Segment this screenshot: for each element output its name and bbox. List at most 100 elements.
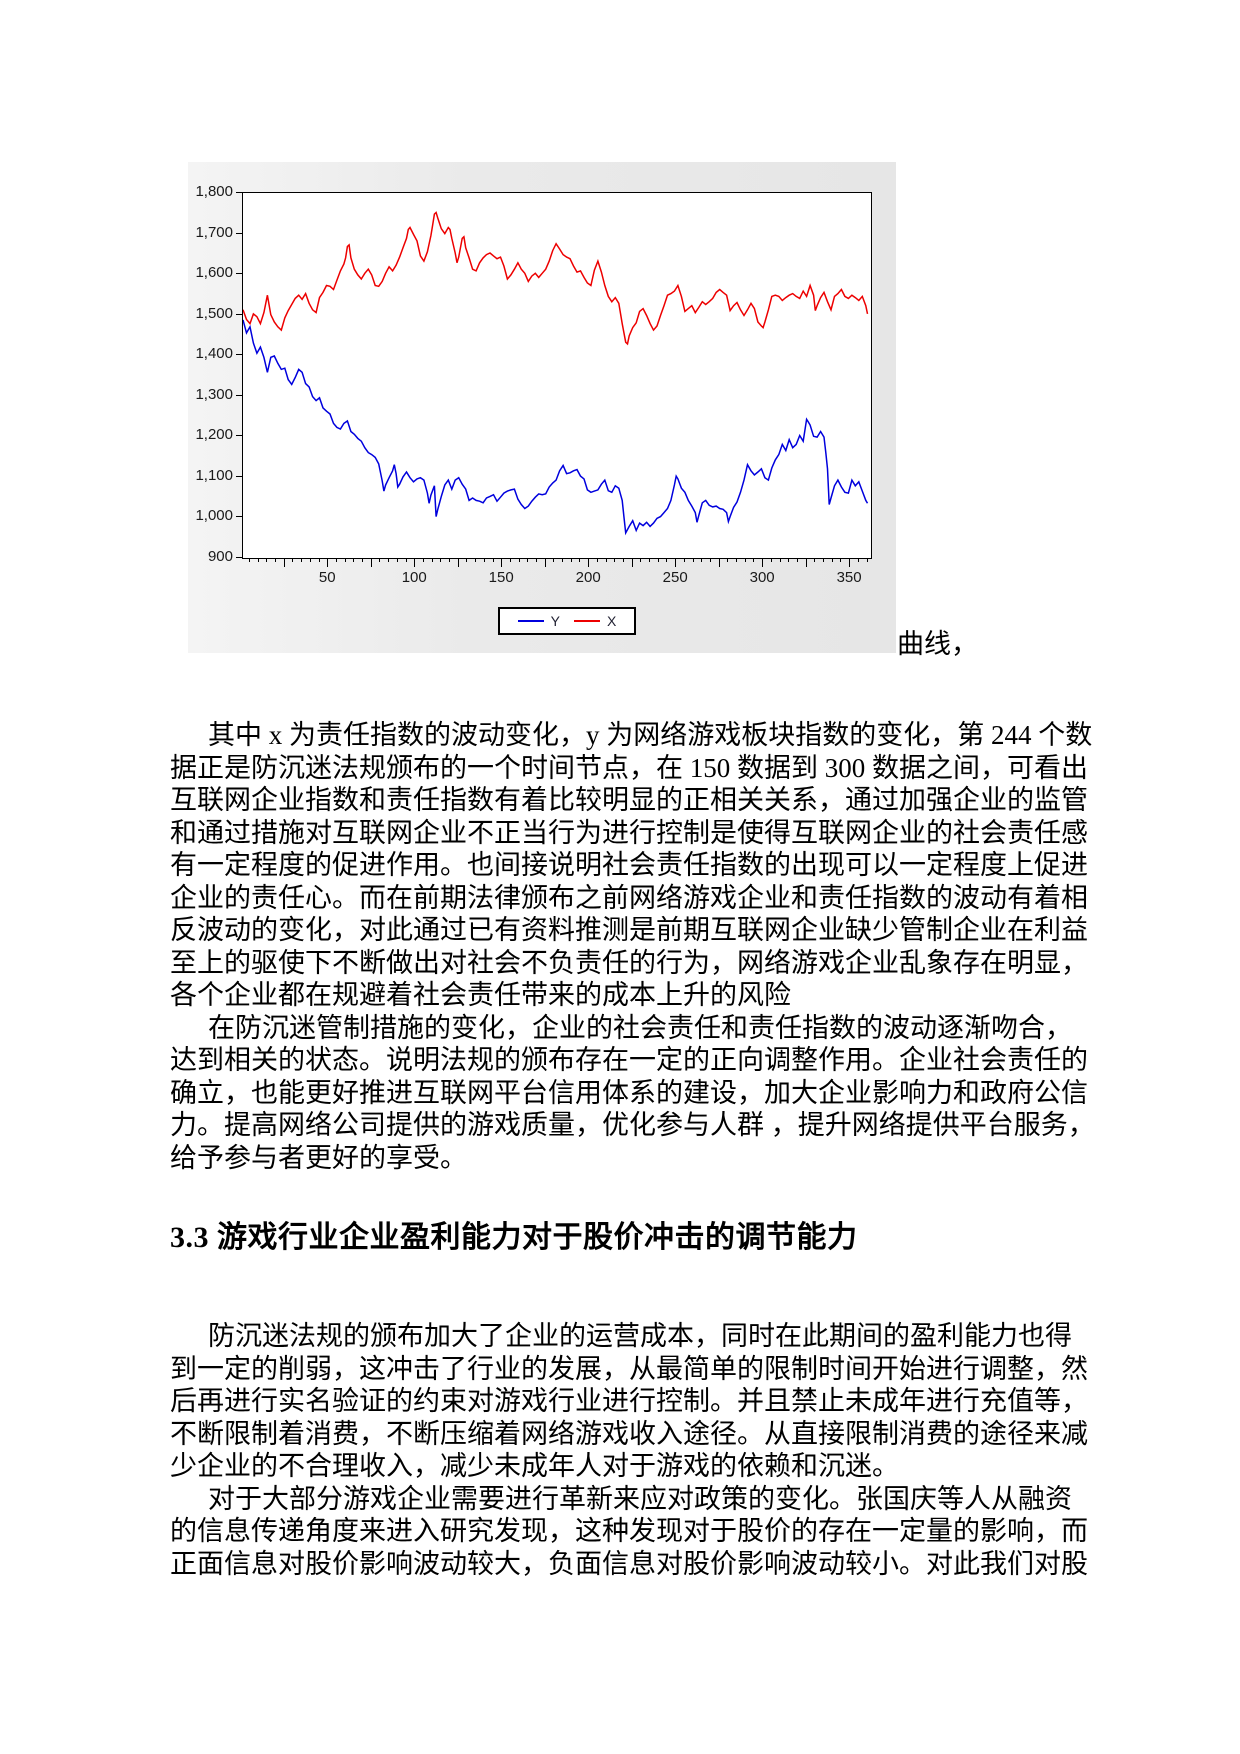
legend-label: X <box>607 613 617 629</box>
text-line: 后再进行实名验证的约束对游戏行业进行控制。并且禁止未成年进行充值等， <box>170 1386 1088 1416</box>
series-line-x <box>243 211 869 346</box>
legend-line-sample <box>517 620 544 622</box>
text-line: 确立，也能更好推进互联网平台信用体系的建设，加大企业影响力和政府公信 <box>170 1077 1088 1108</box>
text-line: 据正是防沉迷法规颁布的一个时间节点，在 150 数据到 300 数据之间，可看出 <box>170 752 1088 783</box>
y-axis-tick <box>236 313 242 315</box>
x-axis-tick <box>379 558 381 562</box>
x-axis-tick <box>544 558 546 567</box>
x-axis-tick <box>666 558 668 562</box>
y-axis-tick <box>236 354 242 356</box>
x-axis-tick <box>683 558 685 562</box>
x-axis-tick <box>805 558 807 567</box>
x-axis-tick <box>344 558 346 562</box>
x-axis-tick <box>622 558 624 562</box>
y-axis-tick-label: 1,800 <box>195 183 233 200</box>
y-axis-tick-label: 1,100 <box>195 466 233 484</box>
x-axis-tick <box>475 558 477 562</box>
x-axis-tick <box>527 558 529 562</box>
legend-line-sample <box>574 620 600 622</box>
x-axis-tick <box>614 558 616 562</box>
x-axis-tick <box>283 558 285 567</box>
x-axis-tick <box>857 558 859 562</box>
x-axis-tick <box>335 558 337 562</box>
text-line: 正面信息对股价影响波动较大，负面信息对股价影响波动较小。对此我们对股 <box>170 1548 1088 1579</box>
x-axis-tick <box>744 558 746 562</box>
text-line: 企业的责任心。而在前期法律颁布之前网络游戏企业和责任指数的波动有着相 <box>170 882 1088 913</box>
x-axis-tick <box>596 558 598 562</box>
x-axis-tick-label: 50 <box>318 569 336 586</box>
text-line: 不断限制着消费，不断压缩着网络游戏收入途径。从直接限制消费的途径来减 <box>170 1418 1088 1449</box>
y-axis-tick <box>236 273 242 275</box>
x-axis-tick-label: 150 <box>488 569 514 586</box>
x-axis-tick-label: 200 <box>575 569 601 586</box>
x-axis-tick <box>823 558 825 562</box>
x-axis-tick <box>831 558 833 562</box>
x-axis-tick <box>257 558 259 562</box>
x-axis-tick-label: 250 <box>662 569 688 586</box>
x-axis-tick <box>422 558 424 562</box>
legend-item-y: Y <box>517 613 560 629</box>
x-axis-tick <box>814 558 816 562</box>
x-axis-tick <box>327 558 329 567</box>
y-axis-tick-label: 1,300 <box>195 385 233 403</box>
legend-label: Y <box>550 613 560 629</box>
y-axis-tick-label: 1,700 <box>195 223 233 241</box>
x-axis-tick <box>770 558 772 562</box>
figure-caption-fragment: 曲线， <box>897 629 978 659</box>
series-line-y <box>243 319 869 536</box>
y-axis-tick <box>236 192 242 193</box>
paragraph-2: 在防沉迷管制措施的变化，企业的社会责任和责任指数的波动逐渐吻合， 达到相关的状态… <box>170 1012 1095 1175</box>
x-axis-tick <box>701 558 703 562</box>
y-axis-tick-label: 1,600 <box>195 264 233 282</box>
x-axis-tick <box>579 558 581 562</box>
y-axis-tick <box>236 475 242 477</box>
section-heading-3-3: 3.3 游戏行业企业盈利能力对于股价冲击的调节能力 <box>170 1221 858 1254</box>
y-axis-tick <box>236 435 242 437</box>
x-axis-tick <box>840 558 842 562</box>
paragraph-3: 防沉迷法规的颁布加大了企业的运营成本，同时在此期间的盈利能力也得 到一定的削弱，… <box>170 1320 1090 1483</box>
x-axis-tick <box>535 558 537 562</box>
x-axis-tick <box>709 558 711 562</box>
y-axis-tick <box>236 394 242 396</box>
x-axis-tick <box>309 558 311 562</box>
x-axis-tick <box>318 558 320 562</box>
chart-series-lines <box>243 211 869 536</box>
paragraph-1: 其中 x 为责任指数的波动变化，y 为网络游戏板块指数的变化，第 244 个数 … <box>170 719 1092 1012</box>
x-axis-tick <box>405 558 407 562</box>
x-axis-tick <box>301 558 303 562</box>
legend-item-x: X <box>574 613 616 629</box>
x-axis-tick <box>657 558 659 562</box>
x-axis-tick <box>649 558 651 562</box>
x-axis-tick <box>353 558 355 562</box>
text-line: 的信息传递角度来进入研究发现，这种发现对于股价的存在一定量的影响，而 <box>170 1516 1088 1546</box>
x-axis-tick-label: 300 <box>749 569 775 586</box>
x-axis-tick <box>675 558 677 567</box>
x-axis-tick <box>449 558 450 562</box>
text-line: 有一定程度的促进作用。也间接说明社会责任指数的出现可以一定程度上促进 <box>170 850 1088 880</box>
x-axis-tick <box>518 558 520 562</box>
x-axis-tick <box>796 558 798 562</box>
x-axis-tick <box>553 558 555 562</box>
x-axis-tick <box>570 558 572 562</box>
y-axis-tick <box>236 557 242 558</box>
x-axis-tick <box>779 558 781 562</box>
x-axis-tick <box>605 558 607 562</box>
y-axis-tick-label: 1,400 <box>195 345 233 363</box>
y-axis-tick-label: 1,500 <box>195 304 233 322</box>
x-axis-tick <box>718 558 720 567</box>
x-axis-tick <box>692 558 694 562</box>
text-line: 反波动的变化，对此通过已有资料推测是前期互联网企业缺少管制企业在利益 <box>170 915 1088 945</box>
text-line: 对于大部分游戏企业需要进行革新来应对政策的变化。张国庆等人从融资 <box>208 1483 1072 1514</box>
x-axis-tick <box>362 558 364 562</box>
x-axis-tick <box>492 558 494 562</box>
text-line: 在防沉迷管制措施的变化，企业的社会责任和责任指数的波动逐渐吻合， <box>208 1012 1072 1043</box>
x-axis-tick <box>588 558 590 567</box>
text-line: 和通过措施对互联网企业不正当行为进行控制是使得互联网企业的社会责任感 <box>170 817 1088 848</box>
x-axis-tick <box>396 558 398 562</box>
text-line: 到一定的削弱，这冲击了行业的发展，从最简单的限制时间开始进行调整，然 <box>170 1353 1088 1384</box>
chart-plot-area <box>242 192 872 559</box>
text-line: 达到相关的状态。说明法规的颁布存在一定的正向调整作用。企业社会责任的 <box>170 1045 1088 1075</box>
